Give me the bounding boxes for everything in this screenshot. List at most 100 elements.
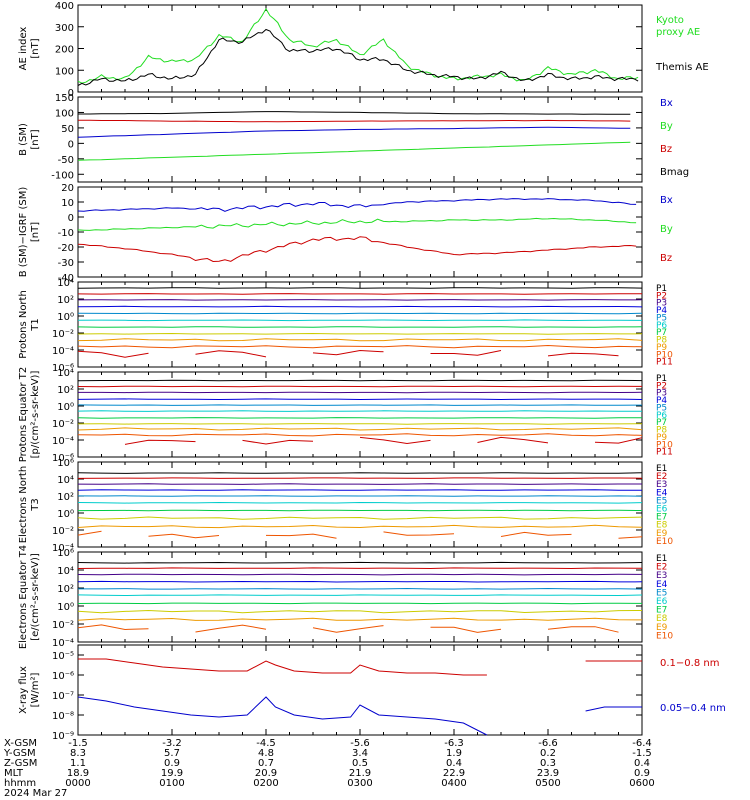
series-line-kyoto-proxy-ae bbox=[77, 7, 639, 84]
y-tick-label: 10⁰ bbox=[57, 509, 74, 520]
y-tick-label: 10⁻⁹ bbox=[52, 731, 74, 742]
ephemeris-row-label: Z-GSM bbox=[4, 758, 37, 769]
legend-entry: By bbox=[660, 121, 673, 132]
channel-line-e9 bbox=[77, 617, 643, 621]
channel-line-e4 bbox=[77, 489, 642, 491]
channel-line-p8 bbox=[77, 423, 643, 425]
y-tick-label: 50 bbox=[61, 124, 74, 135]
channel-label: P1 bbox=[656, 374, 667, 384]
channel-line-p5 bbox=[77, 404, 643, 406]
channel-line-p9 bbox=[77, 427, 643, 431]
y-tick-label: 10⁻⁴ bbox=[52, 638, 74, 649]
y-tick-label: 10⁻⁶ bbox=[52, 363, 74, 374]
y-axis-label: Protons North bbox=[18, 290, 29, 359]
legend-entry: By bbox=[660, 224, 673, 235]
y-tick-label: 10⁻⁶ bbox=[52, 453, 74, 464]
y-tick-label: 10² bbox=[57, 492, 74, 503]
y-tick-label: 10² bbox=[57, 295, 74, 306]
channel-line-p1 bbox=[77, 379, 643, 382]
legend-entry: Bmag bbox=[660, 167, 689, 178]
y-tick-label: 10⁶ bbox=[57, 458, 74, 469]
y-axis-label: B (SM)−IGRF (SM) bbox=[18, 187, 29, 278]
ephemeris-value: 23.9 bbox=[537, 768, 559, 779]
legend-entry: Kyoto bbox=[656, 15, 684, 26]
series-line-bmag bbox=[78, 111, 631, 115]
y-axis-label: [W/m²] bbox=[30, 672, 41, 707]
channel-line-p2 bbox=[77, 385, 643, 388]
channel-label: E8 bbox=[656, 614, 668, 624]
channel-label: P4 bbox=[656, 306, 667, 316]
panel-4-frame bbox=[77, 281, 643, 368]
panel-1-frame bbox=[77, 4, 643, 93]
y-tick-label: 10⁻⁷ bbox=[52, 691, 74, 702]
y-axis-label: [nT] bbox=[30, 38, 41, 58]
channel-label: P2 bbox=[656, 381, 667, 391]
ephemeris-value: 19.9 bbox=[161, 768, 183, 779]
y-tick-label: 10⁶ bbox=[57, 548, 74, 559]
channel-line-p5 bbox=[77, 312, 643, 315]
series-line-by bbox=[77, 141, 631, 161]
channel-label: P1 bbox=[656, 284, 667, 294]
ephemeris-value: 0.3 bbox=[540, 758, 556, 769]
y-tick-label: 10 bbox=[61, 198, 74, 209]
channel-label: E9 bbox=[656, 529, 668, 539]
y-tick-label: 10⁻⁵ bbox=[52, 651, 74, 662]
panel-2-frame bbox=[77, 96, 643, 183]
channel-label: E7 bbox=[656, 513, 667, 523]
legend-entry: 0.05−0.4 nm bbox=[660, 703, 726, 714]
channel-line-p4 bbox=[77, 305, 643, 308]
series-line-themis-ae bbox=[77, 28, 639, 86]
channel-line-e1 bbox=[77, 472, 643, 474]
xray-line bbox=[77, 696, 642, 736]
channel-label: E10 bbox=[656, 631, 673, 641]
y-tick-label: 10⁻⁴ bbox=[52, 543, 74, 554]
y-axis-label: X-ray flux bbox=[18, 666, 29, 714]
channel-label: P4 bbox=[656, 396, 667, 406]
channel-label: P9 bbox=[656, 343, 667, 353]
channel-line-e10 bbox=[77, 624, 619, 633]
y-tick-label: 10⁴ bbox=[57, 368, 74, 379]
channel-line-p8 bbox=[77, 332, 643, 335]
legend-entry: Bz bbox=[660, 144, 672, 155]
ephemeris-value: 1.1 bbox=[70, 758, 86, 769]
channel-label: P5 bbox=[656, 313, 667, 323]
channel-line-p4 bbox=[77, 398, 643, 401]
ephemeris-value: -6.4 bbox=[632, 738, 652, 749]
channel-line-e5 bbox=[78, 587, 643, 590]
channel-line-p6 bbox=[77, 410, 643, 412]
y-tick-label: 300 bbox=[55, 23, 74, 34]
y-tick-label: 20 bbox=[61, 183, 74, 194]
channel-line-p11 bbox=[124, 436, 643, 445]
ephemeris-value: 0400 bbox=[441, 778, 466, 789]
channel-line-e6 bbox=[77, 501, 643, 504]
channel-label: E6 bbox=[656, 505, 668, 515]
channel-label: P3 bbox=[656, 389, 667, 399]
y-tick-label: 0 bbox=[68, 213, 74, 224]
channel-label: E7 bbox=[656, 606, 667, 616]
y-axis-label: T3 bbox=[30, 498, 41, 511]
y-tick-label: -20 bbox=[58, 243, 74, 254]
channel-line-e6 bbox=[77, 594, 643, 597]
ephemeris-value: -1.5 bbox=[68, 738, 88, 749]
channel-label: P8 bbox=[656, 336, 667, 346]
channel-line-p7 bbox=[77, 326, 643, 328]
series-line-bz bbox=[77, 119, 631, 123]
channel-line-e3 bbox=[77, 573, 643, 576]
y-tick-label: 10² bbox=[57, 584, 74, 595]
xray-line bbox=[78, 658, 642, 676]
legend-entry: Bx bbox=[660, 195, 673, 206]
channel-line-e7 bbox=[77, 509, 643, 512]
y-tick-label: -40 bbox=[58, 273, 74, 284]
channel-line-p2 bbox=[77, 293, 642, 295]
ephemeris-value: 3.4 bbox=[352, 748, 368, 759]
ephemeris-value: 0600 bbox=[629, 778, 654, 789]
y-tick-label: 10⁻⁴ bbox=[52, 346, 74, 357]
y-tick-label: 10⁰ bbox=[57, 602, 74, 613]
channel-label: P6 bbox=[656, 321, 667, 331]
y-tick-label: 10⁴ bbox=[57, 475, 74, 486]
ephemeris-value: 4.8 bbox=[258, 748, 274, 759]
channel-line-e9 bbox=[77, 524, 643, 529]
channel-line-e5 bbox=[77, 495, 643, 497]
channel-line-e1 bbox=[77, 561, 643, 564]
ephemeris-value: 0000 bbox=[65, 778, 90, 789]
